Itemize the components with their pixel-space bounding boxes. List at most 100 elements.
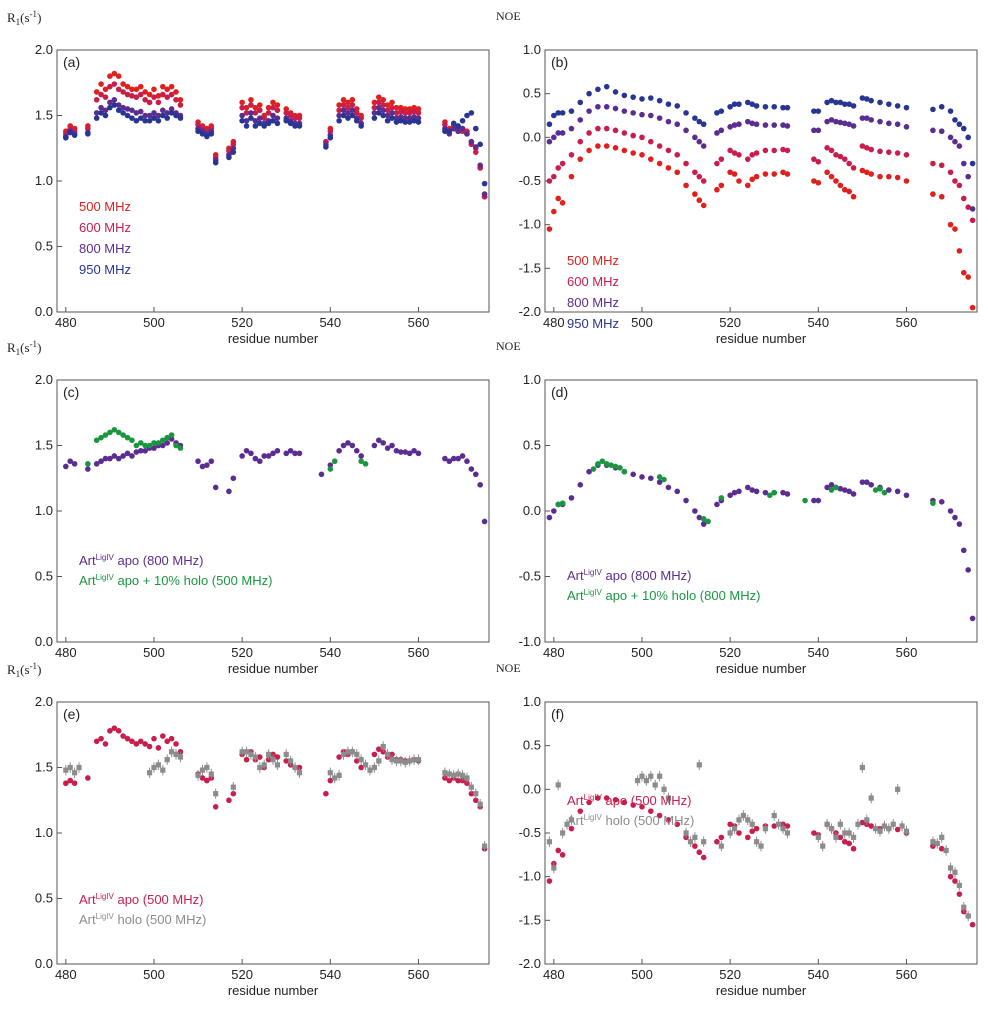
data-point <box>568 825 575 832</box>
data-point <box>107 728 113 734</box>
data-point <box>270 757 276 763</box>
data-point <box>938 128 945 135</box>
y-tick-label: 1.0 <box>523 42 541 57</box>
x-tick-label: 560 <box>896 315 918 330</box>
data-point <box>133 94 140 100</box>
data-point <box>877 485 883 492</box>
x-tick-label: 480 <box>55 967 77 982</box>
data-point <box>371 764 377 771</box>
y-tick-label: -1.0 <box>519 869 541 884</box>
data-point <box>551 112 557 119</box>
data-point <box>481 518 488 525</box>
data-point <box>102 94 109 100</box>
data-point <box>749 101 755 107</box>
data-point <box>151 94 157 100</box>
data-point <box>647 112 654 119</box>
data-point <box>406 106 413 112</box>
data-point <box>415 110 422 116</box>
data-point <box>362 461 369 467</box>
data-point <box>151 735 157 742</box>
data-point <box>402 110 409 116</box>
data-point <box>208 771 214 777</box>
data-point <box>894 826 901 833</box>
data-point <box>204 462 210 468</box>
data-point <box>384 117 391 124</box>
data-point <box>595 461 601 467</box>
data-point <box>938 193 945 200</box>
data-point <box>468 466 475 472</box>
data-point <box>76 764 82 771</box>
data-point <box>459 772 466 778</box>
data-point <box>749 152 755 158</box>
data-point <box>683 830 689 836</box>
data-point <box>270 112 276 119</box>
data-point <box>464 458 470 465</box>
data-point <box>744 182 751 189</box>
data-point <box>661 786 667 792</box>
data-point <box>894 150 901 156</box>
data-point <box>472 125 479 132</box>
data-point <box>841 186 848 193</box>
data-point <box>442 128 448 135</box>
data-point <box>358 757 364 763</box>
data-point <box>67 129 74 136</box>
data-point <box>859 819 866 826</box>
x-tick-label: 480 <box>543 645 565 660</box>
data-point <box>375 437 382 444</box>
data-point <box>956 521 963 527</box>
data-point <box>938 499 945 505</box>
data-point <box>828 97 835 104</box>
panel-label: (d) <box>551 384 568 400</box>
data-point <box>270 99 276 106</box>
data-point <box>296 123 303 129</box>
data-point <box>559 500 566 506</box>
data-point <box>72 770 78 776</box>
x-tick-label: 480 <box>55 315 77 330</box>
data-point <box>133 449 140 455</box>
data-point <box>406 110 413 116</box>
data-point <box>603 461 610 467</box>
data-point <box>349 749 355 755</box>
data-point <box>283 106 290 112</box>
data-point <box>868 823 875 829</box>
data-point <box>98 91 104 98</box>
data-point <box>784 491 791 497</box>
data-point <box>863 479 870 485</box>
y-tick-label: 0.5 <box>35 239 53 254</box>
data-point <box>124 106 131 112</box>
data-point <box>656 479 663 485</box>
data-point <box>256 754 263 760</box>
data-point <box>398 108 404 115</box>
x-tick-label: 520 <box>719 315 741 330</box>
data-point <box>85 466 91 472</box>
data-point <box>643 778 649 784</box>
data-point <box>815 127 822 134</box>
data-point <box>630 110 636 116</box>
data-point <box>555 130 562 136</box>
data-point <box>323 790 329 797</box>
data-point <box>630 132 636 139</box>
data-point <box>864 817 870 823</box>
data-point <box>164 86 171 93</box>
data-point <box>371 99 378 106</box>
data-point <box>833 178 839 184</box>
y-tick-label: -0.5 <box>519 173 541 188</box>
data-point <box>841 101 848 107</box>
data-point <box>740 812 746 819</box>
data-point <box>146 99 153 106</box>
data-point <box>402 106 409 112</box>
data-point <box>111 70 118 77</box>
data-point <box>749 487 755 493</box>
y-tick-label: 0.5 <box>523 438 541 453</box>
y-tick-label: 0.5 <box>523 738 541 753</box>
data-point <box>639 804 645 810</box>
data-point <box>248 102 254 108</box>
data-point <box>248 110 254 116</box>
data-point <box>749 176 755 183</box>
data-point <box>938 845 945 852</box>
data-point <box>586 130 592 136</box>
data-point <box>956 121 963 128</box>
data-point <box>965 913 971 919</box>
data-point <box>824 99 830 106</box>
data-point <box>173 741 179 747</box>
